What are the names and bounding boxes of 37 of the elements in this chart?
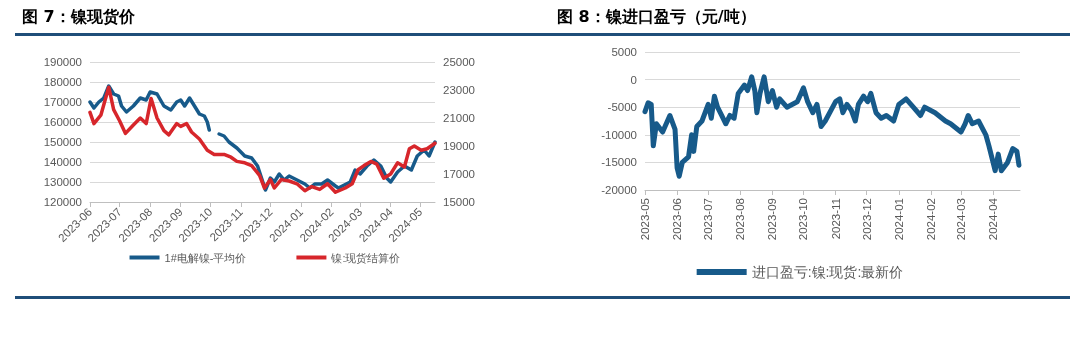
y2-tick-label: 23000 [443,84,475,96]
y2-tick-label: 17000 [443,168,475,180]
y-tick-label: 170000 [43,96,82,108]
legend-label: 镍:现货结算价 [330,251,401,264]
y-tick-label: 5000 [611,46,637,58]
x-tick-label: 2023-10 [797,198,810,241]
x-tick-label: 2023-12 [860,198,873,241]
x-tick-label: 2023-07 [702,198,715,241]
y2-tick-label: 19000 [443,140,475,152]
y2-tick-label: 25000 [443,56,475,68]
y-tick-label: 140000 [43,156,82,168]
y-tick-label: -10000 [601,128,637,141]
x-tick-label: 2023-09 [766,198,779,241]
y-tick-label: 160000 [43,116,82,128]
y-tick-label: 130000 [43,176,82,188]
y-tick-label: 190000 [43,56,82,68]
y-tick-label: 180000 [43,76,82,88]
x-tick-label: 2024-04 [987,197,1000,241]
chart-title: 图 8：镍进口盈亏（元/吨） [557,6,756,26]
legend-label: 1#电解镍-平均价 [164,251,247,264]
chart-title: 图 7：镍现货价 [22,6,136,26]
y-tick-label: -20000 [601,184,637,196]
x-tick-label: 2023-06 [671,198,684,241]
y-tick-label: 0 [630,73,637,86]
y2-tick-label: 21000 [443,112,475,124]
y2-tick-label: 15000 [443,196,475,208]
y-tick-label: -15000 [601,156,637,169]
x-tick-label: 2023-11 [829,198,842,240]
x-tick-label: 2023-05 [639,198,651,241]
legend-label: 进口盈亏:镍:现货:最新价 [751,264,904,280]
x-tick-label: 2024-03 [954,198,967,241]
y-tick-label: 120000 [43,196,82,208]
y-tick-label: -5000 [607,101,637,114]
x-tick-label: 2023-08 [734,198,747,241]
x-tick-label: 2024-01 [892,198,905,241]
y-tick-label: 150000 [43,136,82,148]
x-tick-label: 2024-02 [924,198,937,241]
